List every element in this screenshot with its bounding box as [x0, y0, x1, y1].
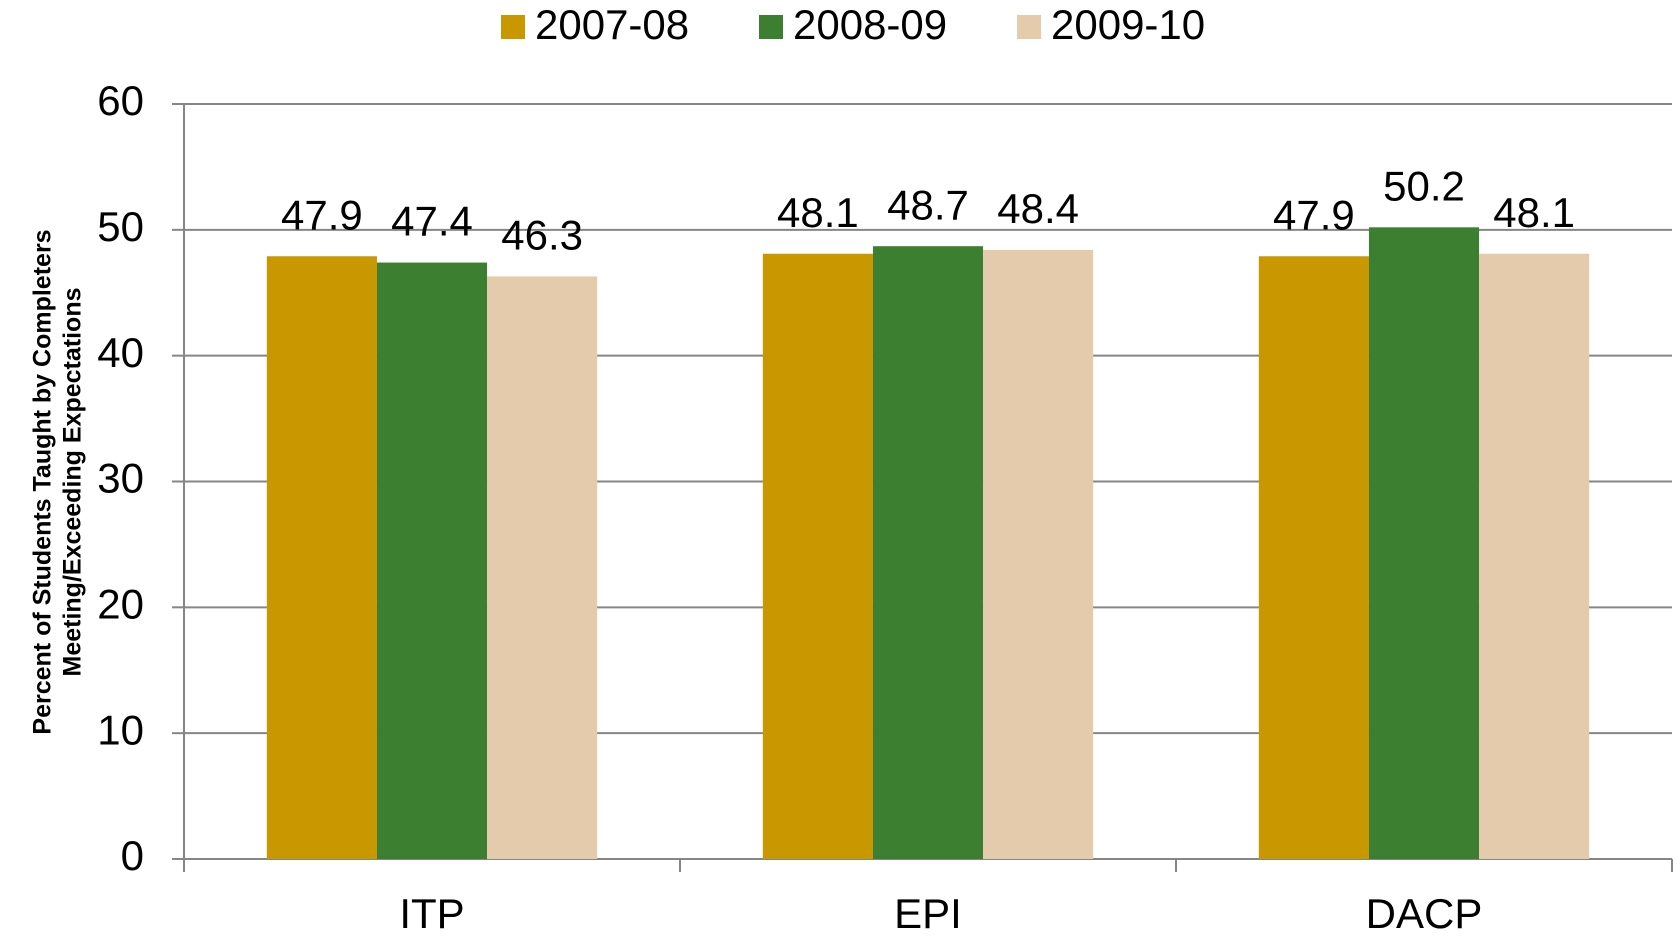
data-label: 47.9 — [281, 191, 363, 238]
bar — [1368, 227, 1480, 860]
legend-swatch — [501, 15, 525, 39]
data-label: 46.3 — [501, 211, 583, 258]
x-tick-label: ITP — [399, 890, 464, 937]
data-label: 48.4 — [997, 185, 1079, 232]
legend-label: 2009-10 — [1051, 1, 1205, 48]
bar — [983, 249, 1094, 859]
bar — [487, 276, 598, 859]
y-axis-label-line: Percent of Students Taught by Completers — [29, 229, 57, 734]
x-tick-label: EPI — [894, 890, 962, 937]
y-tick-label: 30 — [97, 455, 144, 502]
bar — [1479, 253, 1590, 859]
data-label: 50.2 — [1383, 162, 1465, 209]
bar — [266, 256, 377, 860]
y-tick-label: 10 — [97, 706, 144, 753]
legend-swatch — [1017, 15, 1041, 39]
legend-label: 2007-08 — [535, 1, 689, 48]
y-tick-label: 50 — [97, 203, 144, 250]
data-label: 48.1 — [777, 189, 859, 236]
legend-swatch — [759, 15, 783, 39]
y-tick-label: 40 — [97, 329, 144, 376]
bar — [762, 253, 873, 859]
data-label: 48.7 — [887, 181, 969, 228]
bar — [376, 262, 488, 859]
y-axis-label-line: Meeting/Exceeding Expectations — [59, 288, 87, 677]
data-label: 47.9 — [1273, 191, 1355, 238]
x-tick-label: DACP — [1366, 890, 1483, 937]
y-axis-label: Percent of Students Taught by Completers… — [29, 229, 87, 734]
y-tick-label: 0 — [121, 832, 144, 879]
bar — [872, 246, 984, 860]
legend-label: 2008-09 — [793, 1, 947, 48]
y-tick-label: 60 — [97, 77, 144, 124]
bar — [1258, 256, 1369, 860]
data-label: 47.4 — [391, 198, 473, 245]
data-label: 48.1 — [1493, 189, 1575, 236]
y-tick-label: 20 — [97, 580, 144, 627]
